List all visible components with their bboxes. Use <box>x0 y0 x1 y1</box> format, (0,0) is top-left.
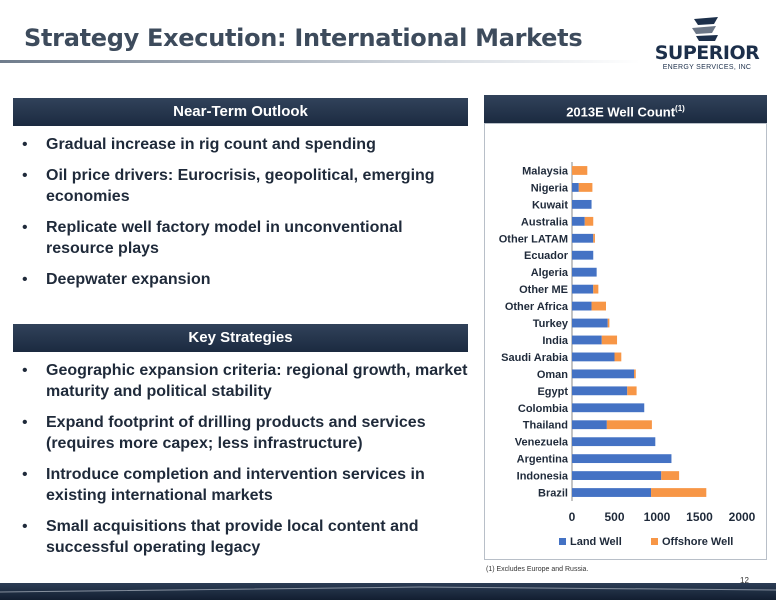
y-tick-label: Other Africa <box>505 301 569 313</box>
land-well-bar <box>572 233 594 243</box>
y-tick-label: Kuwait <box>532 199 568 211</box>
company-logo: SUPERIOR ENERGY SERVICES, INC <box>648 16 766 78</box>
y-tick-label: Colombia <box>518 403 569 415</box>
strategies-list: Geographic expansion criteria: regional … <box>16 360 468 568</box>
land-well-bar <box>572 199 592 209</box>
legend-offshore-swatch <box>651 538 658 545</box>
offshore-well-bar <box>578 183 593 192</box>
y-tick-label: Indonesia <box>517 471 569 483</box>
y-tick-label: Argentina <box>517 454 569 466</box>
land-well-bar <box>572 488 652 497</box>
offshore-well-bar <box>627 386 637 396</box>
list-item: Deepwater expansion <box>16 269 468 290</box>
land-well-bar <box>572 403 645 413</box>
y-tick-label: Australia <box>521 216 569 228</box>
offshore-well-bar <box>584 216 594 226</box>
title-underline <box>0 60 640 63</box>
offshore-well-bar <box>593 233 595 243</box>
list-item: Expand footprint of drilling products an… <box>16 412 468 454</box>
offshore-well-bar <box>572 166 588 175</box>
outlook-list: Gradual increase in rig count and spendi… <box>16 134 468 300</box>
y-tick-label: India <box>542 335 569 347</box>
land-well-bar <box>572 250 594 260</box>
land-well-bar <box>572 183 579 192</box>
offshore-well-bar <box>634 369 636 379</box>
land-well-bar <box>572 420 607 430</box>
land-well-bar <box>572 335 602 345</box>
footer-stripe <box>0 586 776 593</box>
y-tick-label: Malaysia <box>522 165 569 177</box>
list-item: Replicate well factory model in unconven… <box>16 217 468 259</box>
footnote: (1) Excludes Europe and Russia. <box>486 566 589 573</box>
well-count-chart: Malaysia Nigeria Kuwait Australia Other LATA… <box>484 123 767 560</box>
offshore-well-bar <box>601 335 618 345</box>
chart-header-footnote-mark: (1) <box>675 104 685 113</box>
page-number: 12 <box>740 576 749 585</box>
y-tick-label: Ecuador <box>524 250 569 262</box>
list-item: Small acquisitions that provide local co… <box>16 516 468 558</box>
land-well-bar <box>572 386 628 396</box>
land-well-bar <box>572 471 662 480</box>
land-well-bar <box>572 318 608 328</box>
y-tick-label: Other ME <box>519 284 568 296</box>
chart-header: 2013E Well Count(1) <box>484 95 767 123</box>
list-item: Geographic expansion criteria: regional … <box>16 360 468 402</box>
logo-name: SUPERIOR <box>654 42 760 64</box>
land-well-bar <box>572 369 635 379</box>
slide-title: Strategy Execution: International Market… <box>24 24 583 52</box>
logo-subtitle: ENERGY SERVICES, INC <box>662 64 752 71</box>
x-tick-label: 1000 <box>644 510 671 524</box>
land-well-bar <box>572 352 615 362</box>
offshore-well-bar <box>593 284 599 294</box>
chart-svg: Malaysia Nigeria Kuwait Australia Other LATA… <box>499 162 756 548</box>
offshore-well-bar <box>606 420 652 430</box>
y-tick-label: Venezuela <box>515 437 569 449</box>
land-well-bar <box>572 267 597 277</box>
legend-land-swatch <box>559 538 566 545</box>
offshore-well-bar <box>661 471 680 480</box>
y-tick-label: Algeria <box>531 267 569 279</box>
legend-land-label: Land Well <box>570 536 622 548</box>
list-item: Introduce completion and intervention se… <box>16 464 468 506</box>
y-tick-label: Turkey <box>533 318 569 330</box>
offshore-well-bar <box>607 318 610 328</box>
footer-bar <box>0 583 776 600</box>
offshore-well-bar <box>614 352 622 362</box>
land-well-bar <box>572 437 656 447</box>
y-tick-label: Oman <box>537 369 568 381</box>
y-tick-label: Egypt <box>537 386 568 398</box>
y-tick-label: Brazil <box>538 488 568 500</box>
y-tick-label: Nigeria <box>531 182 569 194</box>
land-well-bar <box>572 216 585 226</box>
list-item: Gradual increase in rig count and spendi… <box>16 134 468 155</box>
offshore-well-bar <box>651 488 707 497</box>
x-tick-label: 1500 <box>686 510 713 524</box>
x-tick-label: 0 <box>569 510 576 524</box>
land-well-bar <box>572 454 672 464</box>
y-tick-label: Thailand <box>523 420 568 432</box>
x-tick-label: 2000 <box>729 510 756 524</box>
logo-mark-icon <box>692 17 718 41</box>
y-tick-label: Saudi Arabia <box>501 352 569 364</box>
legend-offshore-label: Offshore Well <box>662 536 733 548</box>
list-item: Oil price drivers: Eurocrisis, geopoliti… <box>16 165 468 207</box>
offshore-well-bar <box>591 301 606 311</box>
land-well-bar <box>572 284 594 294</box>
land-well-bar <box>572 301 592 311</box>
x-tick-label: 500 <box>604 510 624 524</box>
chart-header-text: 2013E Well Count <box>566 104 676 120</box>
y-tick-label: Other LATAM <box>499 233 568 245</box>
outlook-header: Near-Term Outlook <box>13 98 468 126</box>
strategies-header: Key Strategies <box>13 324 468 352</box>
